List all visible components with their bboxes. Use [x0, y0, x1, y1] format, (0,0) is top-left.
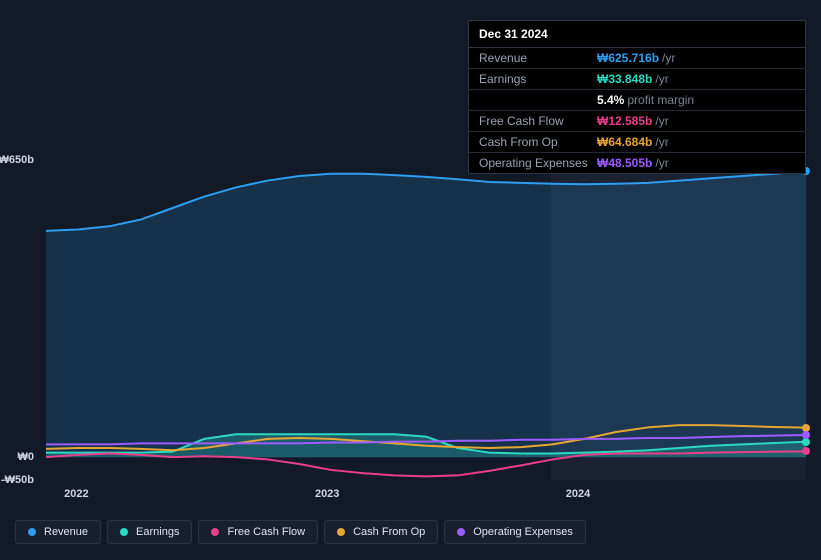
- tooltip-margin-label: profit margin: [627, 93, 694, 107]
- tooltip-value: ₩64.684b: [597, 135, 652, 149]
- series-endcap: [802, 431, 810, 439]
- series-fill: [46, 171, 806, 457]
- y-tick-label: ₩0: [0, 451, 34, 463]
- line-chart[interactable]: [46, 160, 806, 480]
- legend-dot-icon: [120, 528, 128, 536]
- tooltip-label: Free Cash Flow: [479, 114, 597, 128]
- legend-button[interactable]: Earnings: [107, 520, 192, 544]
- x-tick-label: 2023: [315, 488, 339, 500]
- legend-button[interactable]: Operating Expenses: [444, 520, 586, 544]
- legend-label: Earnings: [136, 526, 179, 538]
- legend-button[interactable]: Revenue: [15, 520, 101, 544]
- tooltip-label: Operating Expenses: [479, 156, 597, 170]
- tooltip-label: Earnings: [479, 72, 597, 86]
- y-tick-label: -₩50b: [0, 474, 34, 486]
- tooltip-row: Operating Expenses₩48.505b/yr: [469, 153, 805, 173]
- legend-dot-icon: [457, 528, 465, 536]
- tooltip-label: Revenue: [479, 51, 597, 65]
- tooltip-date: Dec 31 2024: [469, 21, 805, 48]
- tooltip-unit: /yr: [655, 72, 668, 86]
- chart-legend: Revenue Earnings Free Cash Flow Cash From O…: [15, 520, 586, 544]
- legend-label: Operating Expenses: [473, 526, 573, 538]
- legend-button[interactable]: Free Cash Flow: [198, 520, 318, 544]
- tooltip-margin-value: 5.4%: [597, 93, 624, 107]
- tooltip-row: Cash From Op₩64.684b/yr: [469, 132, 805, 153]
- legend-button[interactable]: Cash From Op: [324, 520, 438, 544]
- tooltip-unit: /yr: [655, 135, 668, 149]
- legend-dot-icon: [337, 528, 345, 536]
- tooltip-rows: Revenue₩625.716b/yrEarnings₩33.848b/yr5.…: [469, 48, 805, 173]
- tooltip-unit: /yr: [662, 51, 675, 65]
- tooltip-row: Earnings₩33.848b/yr: [469, 69, 805, 90]
- tooltip-unit: /yr: [655, 156, 668, 170]
- tooltip-row: Revenue₩625.716b/yr: [469, 48, 805, 69]
- tooltip-value: ₩33.848b: [597, 72, 652, 86]
- tooltip-row: Free Cash Flow₩12.585b/yr: [469, 111, 805, 132]
- tooltip-value: ₩12.585b: [597, 114, 652, 128]
- legend-label: Cash From Op: [353, 526, 425, 538]
- chart-tooltip: Dec 31 2024 Revenue₩625.716b/yrEarnings₩…: [468, 20, 806, 174]
- x-tick-label: 2022: [64, 488, 88, 500]
- tooltip-value: ₩625.716b: [597, 51, 659, 65]
- series-endcap: [802, 447, 810, 455]
- tooltip-value: ₩48.505b: [597, 156, 652, 170]
- tooltip-row: 5.4%profit margin: [469, 90, 805, 111]
- tooltip-label: Cash From Op: [479, 135, 597, 149]
- y-tick-label: ₩650b: [0, 154, 34, 166]
- chart-container: Dec 31 2024 Revenue₩625.716b/yrEarnings₩…: [0, 0, 821, 560]
- legend-dot-icon: [211, 528, 219, 536]
- legend-label: Revenue: [44, 526, 88, 538]
- x-tick-label: 2024: [566, 488, 590, 500]
- legend-label: Free Cash Flow: [227, 526, 305, 538]
- tooltip-unit: /yr: [655, 114, 668, 128]
- legend-dot-icon: [28, 528, 36, 536]
